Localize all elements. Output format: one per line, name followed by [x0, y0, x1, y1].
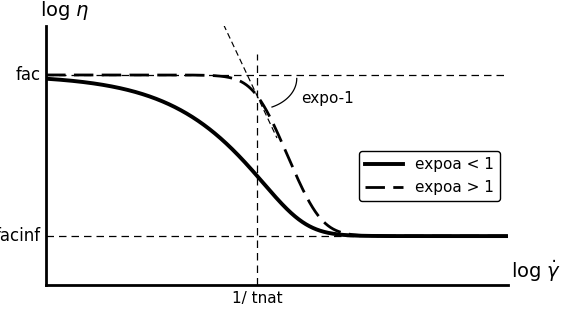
- Text: fac: fac: [16, 66, 41, 84]
- Legend: expoa < 1, expoa > 1: expoa < 1, expoa > 1: [359, 151, 500, 201]
- Text: expo-1: expo-1: [301, 91, 354, 106]
- Text: log $\dot{\gamma}$: log $\dot{\gamma}$: [511, 258, 561, 284]
- Text: 1/ tnat: 1/ tnat: [232, 291, 283, 306]
- Text: facinf: facinf: [0, 227, 41, 245]
- Text: log $\eta$: log $\eta$: [40, 0, 89, 22]
